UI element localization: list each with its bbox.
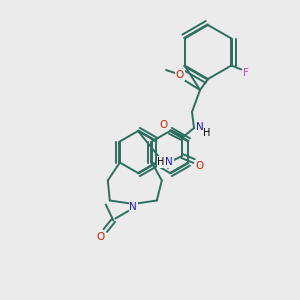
- Text: N: N: [196, 122, 204, 132]
- Text: N: N: [129, 202, 137, 212]
- Text: O: O: [160, 120, 168, 130]
- Text: O: O: [96, 232, 104, 242]
- Text: H: H: [203, 128, 211, 138]
- Text: H: H: [157, 157, 165, 167]
- Text: N: N: [165, 157, 173, 167]
- Text: O: O: [176, 70, 184, 80]
- Text: F: F: [243, 68, 249, 77]
- Text: O: O: [196, 161, 204, 171]
